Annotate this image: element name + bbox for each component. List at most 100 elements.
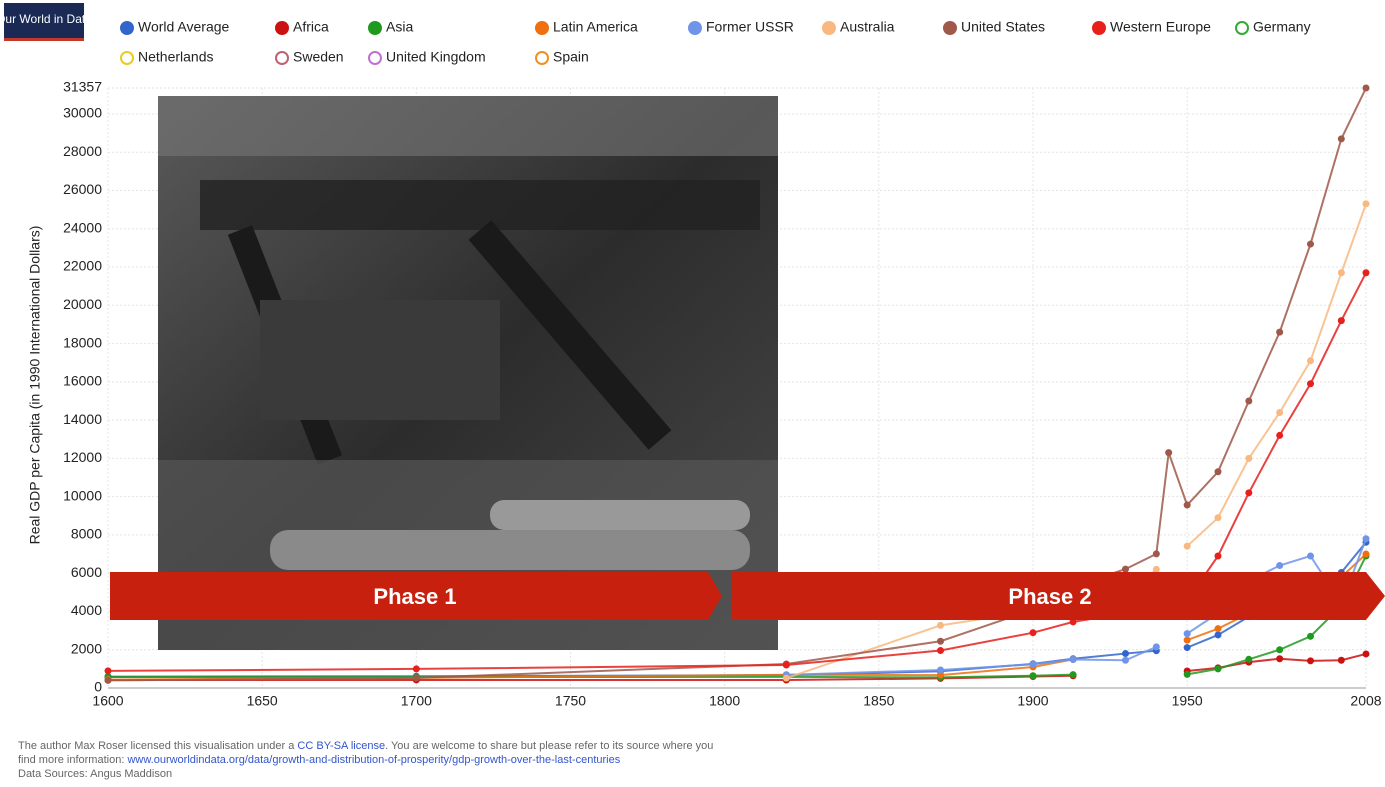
legend-marker <box>535 51 549 65</box>
photo-strut <box>468 220 672 450</box>
footer-text: The author Max Roser licensed this visua… <box>18 740 297 752</box>
y-tick-label: 14000 <box>63 411 102 427</box>
data-point <box>1214 468 1222 476</box>
x-tick-label: 1950 <box>1172 693 1203 709</box>
x-tick-label: 1650 <box>247 693 278 709</box>
footer-sources: Data Sources: Angus Maddison <box>18 768 172 780</box>
y-tick-label: 16000 <box>63 373 102 389</box>
data-point <box>937 621 944 629</box>
series-line <box>1186 203 1367 547</box>
data-point <box>1276 328 1284 336</box>
data-point <box>1152 565 1160 573</box>
y-tick-label: 24000 <box>63 219 102 235</box>
logo-box <box>4 3 84 41</box>
footer-text: find more information: <box>18 754 127 766</box>
y-tick-label: 26000 <box>63 181 102 197</box>
data-point <box>1214 631 1222 639</box>
x-tick-label: 1600 <box>92 693 123 709</box>
y-tick-label: 8000 <box>71 526 102 542</box>
data-point <box>1307 552 1314 560</box>
y-tick-label: 28000 <box>63 143 102 159</box>
y-tick-label: 0 <box>94 679 102 695</box>
data-point <box>1069 618 1077 626</box>
data-point <box>1029 672 1037 680</box>
phase-arrow <box>110 572 722 620</box>
data-point <box>782 661 790 669</box>
legend-marker <box>275 51 289 65</box>
legend-label: United States <box>961 19 1045 35</box>
data-point <box>937 671 944 679</box>
data-point <box>1165 449 1173 457</box>
photo-roof <box>158 96 778 156</box>
photo-ingot <box>270 530 750 570</box>
data-point <box>1362 269 1370 277</box>
y-tick-label: 18000 <box>63 334 102 350</box>
data-point <box>1214 552 1222 560</box>
legend-marker <box>1092 21 1106 35</box>
data-point <box>1337 656 1345 664</box>
photo-beam <box>200 180 760 230</box>
legend-marker <box>688 21 702 35</box>
data-point <box>1029 660 1037 668</box>
data-point <box>104 676 112 684</box>
data-point <box>1337 135 1345 143</box>
phase-arrow <box>732 572 1385 620</box>
data-point <box>1122 650 1129 658</box>
y-tick-label: 10000 <box>63 487 102 503</box>
photo-ingot <box>490 500 750 530</box>
legend-marker <box>275 21 289 35</box>
data-point <box>1307 632 1314 640</box>
y-tick-label: 4000 <box>71 602 102 618</box>
y-tick-label: 30000 <box>63 105 102 121</box>
overlay: Phase 1 Phase 2 <box>110 572 1385 620</box>
legend-label: Australia <box>840 19 895 35</box>
phase-label: Phase 1 <box>373 584 456 609</box>
legend-label: Sweden <box>293 49 344 65</box>
legend-label: Former USSR <box>706 19 794 35</box>
data-point <box>1337 269 1345 277</box>
photo <box>158 96 778 650</box>
footer-link[interactable]: CC BY-SA license <box>297 740 385 752</box>
data-point <box>104 667 112 675</box>
x-tick-label: 1750 <box>555 693 586 709</box>
legend-label: Germany <box>1253 19 1311 35</box>
y-tick-label: 31357 <box>63 79 102 95</box>
data-point <box>1307 657 1314 665</box>
legend-label: Western Europe <box>1110 19 1211 35</box>
data-point <box>1152 550 1160 558</box>
y-tick-label: 12000 <box>63 449 102 465</box>
data-point <box>1183 542 1191 550</box>
data-point <box>1245 655 1253 663</box>
data-point <box>1214 665 1222 673</box>
data-point <box>1362 650 1370 658</box>
data-point <box>1362 535 1370 543</box>
data-point <box>1152 643 1160 651</box>
legend-marker <box>822 21 836 35</box>
legend-marker <box>368 21 382 35</box>
legend-label: Asia <box>386 19 413 35</box>
data-point <box>937 646 944 654</box>
data-point <box>1122 565 1129 573</box>
y-tick-label: 22000 <box>63 258 102 274</box>
data-point <box>1214 514 1222 522</box>
data-point <box>1069 671 1077 679</box>
legend-label: United Kingdom <box>386 49 486 65</box>
data-point <box>1276 562 1284 570</box>
y-axis-label: Real GDP per Capita (in 1990 Internation… <box>27 226 43 545</box>
data-point <box>1337 317 1345 325</box>
data-point <box>1276 408 1284 416</box>
legend-label: Africa <box>293 19 329 35</box>
x-tick-label: 1850 <box>863 693 894 709</box>
series-line <box>786 645 1157 676</box>
footer-link[interactable]: www.ourworldindata.org/data/growth-and-d… <box>126 754 620 766</box>
data-point <box>1183 644 1191 652</box>
legend-marker <box>368 51 382 65</box>
y-tick-label: 2000 <box>71 640 102 656</box>
x-tick-label: 1800 <box>709 693 740 709</box>
series-line <box>107 87 1367 682</box>
data-point <box>412 665 420 673</box>
phase-label: Phase 2 <box>1008 584 1091 609</box>
data-point <box>1245 454 1253 462</box>
